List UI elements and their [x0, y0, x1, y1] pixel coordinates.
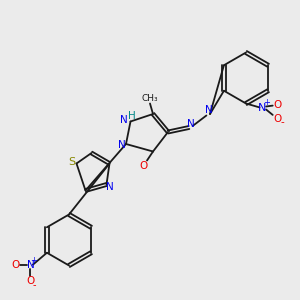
Text: N: N [118, 140, 125, 150]
Text: N: N [187, 119, 194, 129]
Text: O: O [140, 161, 148, 171]
Text: N: N [205, 105, 212, 116]
Text: O: O [11, 260, 20, 270]
Text: -: - [281, 117, 284, 128]
Text: +: + [264, 98, 270, 107]
Text: O: O [273, 100, 282, 110]
Text: CH₃: CH₃ [142, 94, 158, 103]
Text: +: + [31, 256, 38, 265]
Text: N: N [258, 103, 267, 113]
Text: -: - [32, 280, 36, 290]
Text: O: O [26, 276, 34, 286]
Text: S: S [68, 157, 76, 167]
Text: O: O [273, 114, 282, 124]
Text: N: N [106, 182, 114, 192]
Text: N: N [26, 260, 34, 270]
Text: H: H [128, 111, 136, 121]
Text: N: N [120, 115, 128, 125]
